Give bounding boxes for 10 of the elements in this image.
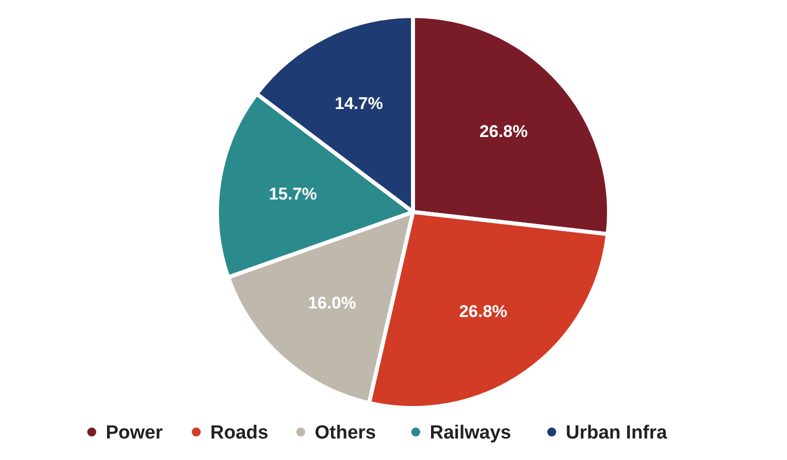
legend-label: Power [106,422,164,444]
legend-label: Roads [210,422,268,444]
data-label: 16.0% [308,294,356,313]
data-label: 26.8% [459,302,508,322]
legend-label: Urban Infra [566,422,668,444]
legend-label: Others [314,422,376,444]
data-label: 26.8% [480,122,528,142]
legend-label: Railways [430,422,512,444]
data-label: 15.7% [268,184,318,204]
data-label: 14.7% [334,94,383,114]
